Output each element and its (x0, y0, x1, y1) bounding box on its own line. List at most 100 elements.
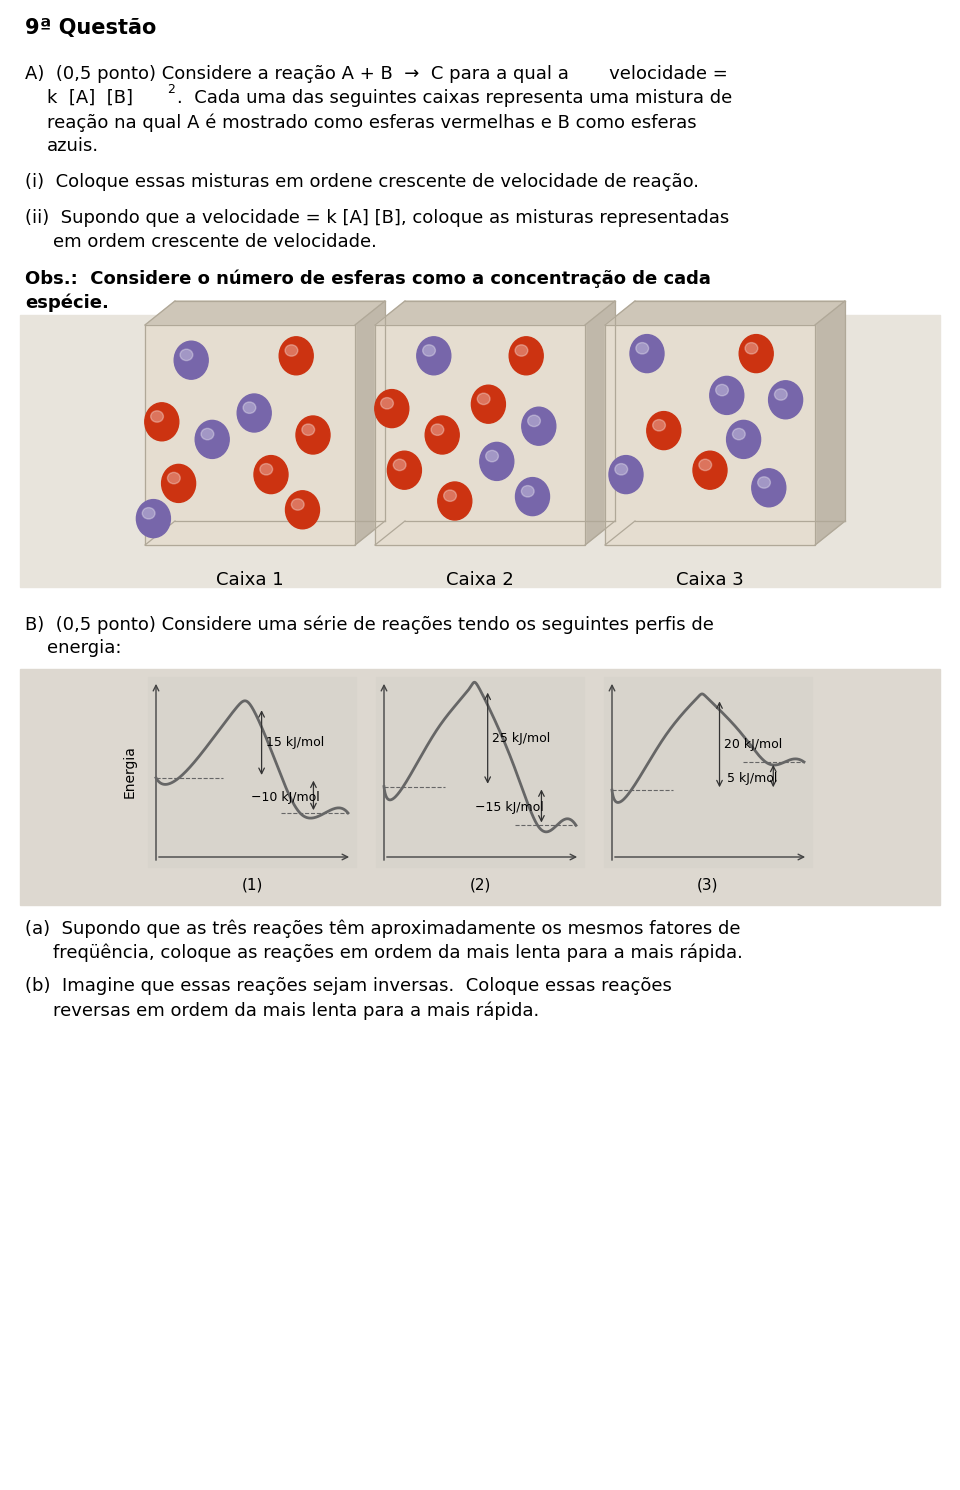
Ellipse shape (142, 508, 155, 519)
Text: Caixa 3: Caixa 3 (676, 571, 744, 589)
Polygon shape (20, 314, 940, 587)
Polygon shape (585, 301, 615, 545)
Text: (a)  Supondo que as três reações têm aproximadamente os mesmos fatores de: (a) Supondo que as três reações têm apro… (25, 919, 740, 937)
Text: k  [A]  [B]: k [A] [B] (47, 89, 133, 107)
Polygon shape (148, 676, 356, 867)
Text: B)  (0,5 ponto) Considere uma série de reações tendo os seguintes perfis de: B) (0,5 ponto) Considere uma série de re… (25, 615, 714, 633)
Ellipse shape (151, 411, 163, 422)
Ellipse shape (614, 463, 628, 475)
Ellipse shape (195, 420, 229, 459)
Ellipse shape (260, 463, 273, 475)
Ellipse shape (693, 451, 727, 489)
Ellipse shape (254, 456, 288, 493)
Polygon shape (375, 325, 585, 545)
Text: Energia: Energia (123, 745, 137, 799)
Text: 25 kJ/mol: 25 kJ/mol (492, 732, 550, 745)
Text: freqüência, coloque as reações em ordem da mais lenta para a mais rápida.: freqüência, coloque as reações em ordem … (53, 943, 743, 961)
Polygon shape (605, 301, 845, 325)
Ellipse shape (388, 451, 421, 489)
Text: (i)  Coloque essas misturas em ordene crescente de velocidade de reação.: (i) Coloque essas misturas em ordene cre… (25, 173, 699, 191)
Ellipse shape (417, 337, 451, 375)
Ellipse shape (739, 335, 773, 372)
Ellipse shape (516, 344, 528, 356)
Ellipse shape (292, 499, 304, 510)
Ellipse shape (653, 420, 665, 431)
Text: reversas em ordem da mais lenta para a mais rápida.: reversas em ordem da mais lenta para a m… (53, 1001, 540, 1019)
Polygon shape (376, 676, 584, 867)
Ellipse shape (522, 407, 556, 446)
Polygon shape (20, 669, 940, 904)
Text: −10 kJ/mol: −10 kJ/mol (252, 791, 321, 805)
Ellipse shape (444, 490, 456, 501)
Ellipse shape (609, 456, 643, 493)
Text: 20 kJ/mol: 20 kJ/mol (724, 738, 781, 751)
Polygon shape (605, 325, 815, 545)
Ellipse shape (285, 344, 298, 356)
Ellipse shape (752, 469, 786, 507)
Ellipse shape (775, 389, 787, 401)
Ellipse shape (136, 499, 171, 538)
Text: 15 kJ/mol: 15 kJ/mol (266, 736, 324, 749)
Ellipse shape (201, 429, 214, 440)
Text: (ii)  Supondo que a velocidade = k [A] [B], coloque as misturas representadas: (ii) Supondo que a velocidade = k [A] [B… (25, 209, 730, 226)
Text: 5 kJ/mol: 5 kJ/mol (728, 772, 778, 785)
Ellipse shape (769, 381, 803, 419)
Ellipse shape (715, 384, 729, 396)
Ellipse shape (243, 402, 255, 413)
Polygon shape (375, 301, 615, 325)
Ellipse shape (279, 337, 313, 375)
Ellipse shape (630, 335, 664, 372)
Ellipse shape (237, 393, 271, 432)
Polygon shape (145, 301, 385, 325)
Polygon shape (604, 676, 812, 867)
Text: A)  (0,5 ponto) Considere a reação A + B  →  C para a qual a       velocidade =: A) (0,5 ponto) Considere a reação A + B … (25, 66, 728, 83)
Ellipse shape (477, 393, 490, 405)
Ellipse shape (145, 402, 179, 441)
Ellipse shape (486, 450, 498, 462)
Ellipse shape (174, 341, 208, 378)
Ellipse shape (636, 343, 649, 355)
Text: Caixa 2: Caixa 2 (446, 571, 514, 589)
Text: azuis.: azuis. (47, 137, 99, 155)
Ellipse shape (422, 344, 436, 356)
Ellipse shape (381, 398, 394, 408)
Text: Caixa 1: Caixa 1 (216, 571, 284, 589)
Ellipse shape (296, 416, 330, 454)
Ellipse shape (757, 477, 771, 489)
Ellipse shape (732, 429, 745, 440)
Ellipse shape (438, 481, 471, 520)
Ellipse shape (180, 349, 193, 361)
Text: (1): (1) (241, 878, 263, 893)
Ellipse shape (528, 416, 540, 426)
Text: .  Cada uma das seguintes caixas representa uma mistura de: . Cada uma das seguintes caixas represen… (177, 89, 732, 107)
Ellipse shape (394, 459, 406, 471)
Text: Obs.:  Considere o número de esferas como a concentração de cada: Obs.: Considere o número de esferas como… (25, 270, 710, 288)
Text: −15 kJ/mol: −15 kJ/mol (475, 802, 544, 815)
Polygon shape (815, 301, 845, 545)
Ellipse shape (509, 337, 543, 375)
Ellipse shape (521, 486, 534, 498)
Ellipse shape (285, 490, 320, 529)
Ellipse shape (745, 343, 757, 355)
Ellipse shape (699, 459, 711, 471)
Text: energia:: energia: (47, 639, 122, 657)
Text: (3): (3) (697, 878, 719, 893)
Text: 9ª Questão: 9ª Questão (25, 18, 156, 39)
Polygon shape (145, 325, 355, 545)
Ellipse shape (727, 420, 760, 459)
Ellipse shape (516, 478, 549, 516)
Text: reação na qual A é mostrado como esferas vermelhas e B como esferas: reação na qual A é mostrado como esferas… (47, 113, 697, 131)
Ellipse shape (471, 386, 505, 423)
Ellipse shape (167, 472, 180, 484)
Ellipse shape (161, 465, 196, 502)
Ellipse shape (647, 411, 681, 450)
Ellipse shape (374, 389, 409, 428)
Text: em ordem crescente de velocidade.: em ordem crescente de velocidade. (53, 232, 377, 250)
Text: espécie.: espécie. (25, 294, 108, 311)
Ellipse shape (431, 425, 444, 435)
Ellipse shape (301, 425, 315, 435)
Text: (b)  Imagine que essas reações sejam inversas.  Coloque essas reações: (b) Imagine que essas reações sejam inve… (25, 977, 672, 995)
Ellipse shape (425, 416, 459, 454)
Ellipse shape (480, 443, 514, 480)
Polygon shape (355, 301, 385, 545)
